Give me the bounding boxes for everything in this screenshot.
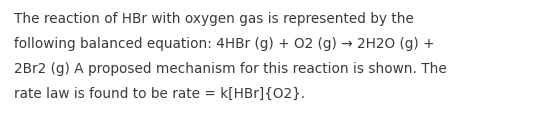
- Text: following balanced equation: 4HBr (g) + O2 (g) → 2H2O (g) +: following balanced equation: 4HBr (g) + …: [14, 37, 435, 51]
- Text: 2Br2 (g) A proposed mechanism for this reaction is shown. The: 2Br2 (g) A proposed mechanism for this r…: [14, 62, 447, 76]
- Text: The reaction of HBr with oxygen gas is represented by the: The reaction of HBr with oxygen gas is r…: [14, 12, 414, 26]
- Text: rate law is found to be rate = k[HBr]{O2}.: rate law is found to be rate = k[HBr]{O2…: [14, 87, 305, 101]
